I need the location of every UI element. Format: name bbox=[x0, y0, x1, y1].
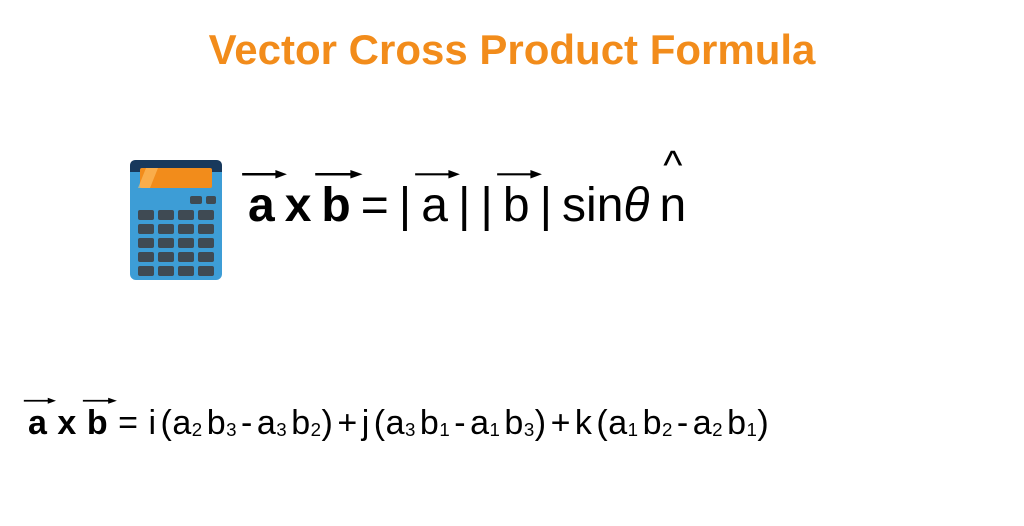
sub-1: 1 bbox=[439, 419, 450, 441]
unit-vector-n: ^ n bbox=[659, 178, 686, 233]
abs-close: | bbox=[540, 178, 552, 233]
equals-sign: = bbox=[361, 178, 389, 233]
sub-1: 1 bbox=[746, 419, 757, 441]
b-sym: b bbox=[420, 404, 439, 443]
j-basis: j bbox=[362, 404, 370, 443]
a-sym: a bbox=[693, 404, 712, 443]
sub-1: 1 bbox=[490, 419, 501, 441]
vector-a-mag: a bbox=[421, 176, 448, 233]
vector-arrow-icon bbox=[314, 169, 363, 180]
vector-b-letter: b bbox=[321, 179, 350, 232]
paren-close: ) bbox=[757, 404, 769, 443]
sub-3: 3 bbox=[226, 419, 237, 441]
vector-arrow-icon bbox=[23, 397, 56, 404]
sub-2: 2 bbox=[192, 419, 203, 441]
abs-close: | bbox=[458, 178, 470, 233]
vector-arrow-icon bbox=[241, 169, 287, 180]
vector-a: a bbox=[28, 402, 47, 443]
sub-2: 2 bbox=[712, 419, 723, 441]
sub-3: 3 bbox=[276, 419, 287, 441]
b-sym: b bbox=[504, 404, 523, 443]
abs-open: | bbox=[480, 178, 492, 233]
paren-open: ( bbox=[596, 404, 608, 443]
a-sym: a bbox=[470, 404, 489, 443]
paren-close: ) bbox=[322, 404, 334, 443]
vector-arrow-icon bbox=[414, 169, 460, 180]
b-sym: b bbox=[643, 404, 662, 443]
times-symbol: x bbox=[57, 404, 76, 443]
b-sym: b bbox=[207, 404, 226, 443]
hat-symbol: ^ bbox=[659, 157, 686, 173]
page-title: Vector Cross Product Formula bbox=[0, 26, 1024, 74]
sub-3: 3 bbox=[405, 419, 416, 441]
vector-a-letter: a bbox=[28, 404, 47, 442]
theta-symbol: θ bbox=[623, 179, 649, 232]
minus-sign: - bbox=[241, 404, 253, 443]
vector-b: b bbox=[321, 176, 350, 233]
sub-3: 3 bbox=[524, 419, 535, 441]
vector-b-mag-letter: b bbox=[503, 179, 530, 232]
abs-open: | bbox=[399, 178, 411, 233]
vector-arrow-icon bbox=[496, 169, 542, 180]
vector-a-letter: a bbox=[248, 179, 275, 232]
equals-sign: = bbox=[118, 404, 138, 443]
vector-arrow-icon bbox=[82, 397, 117, 404]
times-symbol: x bbox=[285, 178, 312, 233]
a-sym: a bbox=[257, 404, 276, 443]
calculator-icon bbox=[128, 152, 224, 287]
b-sym: b bbox=[727, 404, 746, 443]
a-sym: a bbox=[608, 404, 627, 443]
a-sym: a bbox=[172, 404, 191, 443]
b-sym: b bbox=[291, 404, 310, 443]
formula-components: a x b = i (a2 b3 - a3 b2) + j (a3 b1 - a… bbox=[28, 402, 769, 443]
paren-open: ( bbox=[374, 404, 386, 443]
minus-sign: - bbox=[677, 404, 689, 443]
k-basis: k bbox=[575, 404, 593, 443]
a-sym: a bbox=[386, 404, 405, 443]
minus-sign: - bbox=[454, 404, 466, 443]
sin-label: sin bbox=[562, 179, 623, 232]
sub-2: 2 bbox=[662, 419, 673, 441]
formula-magnitude: a x b = | a | | b | sinθ ^ n bbox=[248, 176, 686, 233]
vector-a-mag-letter: a bbox=[421, 179, 448, 232]
vector-b-letter: b bbox=[87, 404, 108, 442]
i-basis: i bbox=[148, 404, 156, 443]
plus-sign: + bbox=[337, 404, 357, 443]
sub-2: 2 bbox=[311, 419, 322, 441]
vector-b: b bbox=[87, 402, 108, 443]
plus-sign: + bbox=[551, 404, 571, 443]
vector-a: a bbox=[248, 176, 275, 233]
sub-1: 1 bbox=[628, 419, 639, 441]
page: Vector Cross Product Formula bbox=[0, 0, 1024, 526]
vector-b-mag: b bbox=[503, 176, 530, 233]
paren-close: ) bbox=[535, 404, 547, 443]
paren-open: ( bbox=[161, 404, 173, 443]
